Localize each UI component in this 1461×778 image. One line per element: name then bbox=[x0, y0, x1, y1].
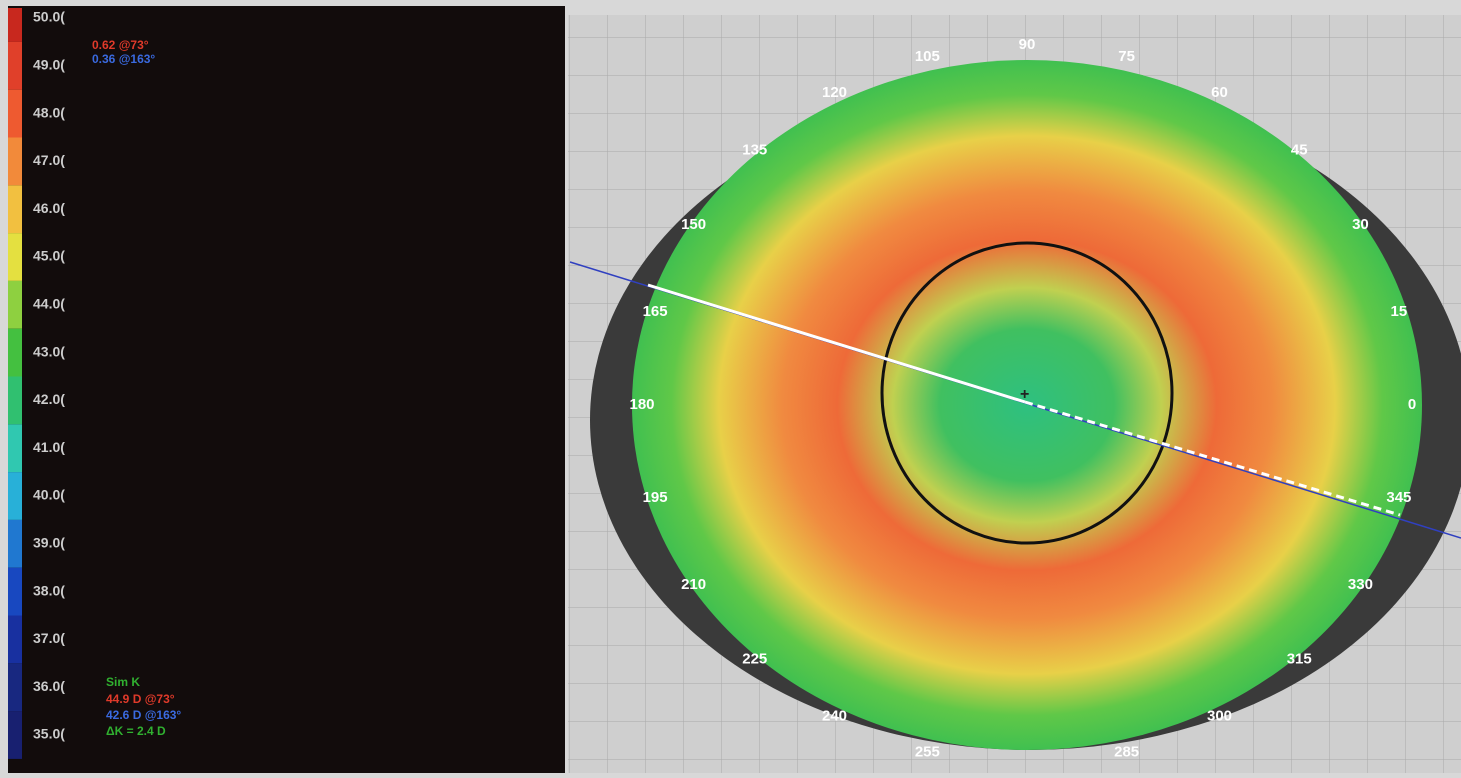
flat-meridian bbox=[647, 283, 1026, 404]
angle-label: 285 bbox=[1114, 744, 1139, 761]
scale-swatch bbox=[8, 472, 22, 520]
scale-label: 46.0( bbox=[33, 200, 65, 216]
scale-swatch bbox=[8, 89, 22, 138]
scale-label: 48.0( bbox=[33, 104, 65, 120]
angle-label: 330 bbox=[1348, 576, 1373, 593]
scale-swatch bbox=[8, 424, 22, 473]
scale-label: 35.0( bbox=[33, 726, 65, 742]
angle-label: 315 bbox=[1287, 651, 1312, 668]
scale-swatch bbox=[8, 615, 22, 664]
angle-label: 60 bbox=[1211, 84, 1228, 101]
simk-steep: 44.9 D @73° bbox=[106, 692, 175, 706]
angle-label: 180 bbox=[629, 396, 654, 413]
angle-label: 210 bbox=[681, 576, 706, 593]
simk-flat: 42.6 D @163° bbox=[106, 708, 181, 722]
scale-label: 39.0( bbox=[33, 535, 65, 551]
astig-flat: 0.36 @163° bbox=[92, 52, 155, 66]
scale-swatch bbox=[8, 8, 22, 42]
center-mark: + bbox=[1020, 386, 1029, 403]
pupil-outline bbox=[880, 241, 1174, 545]
left-panel bbox=[8, 6, 565, 773]
simk-delta: ΔK = 2.4 D bbox=[106, 724, 166, 738]
scale-swatch bbox=[8, 41, 22, 90]
scale-label: 45.0( bbox=[33, 248, 65, 264]
scale-swatch bbox=[8, 233, 22, 281]
scale-label: 41.0( bbox=[33, 439, 65, 455]
scale-label: 44.0( bbox=[33, 296, 65, 312]
simk-title: Sim K bbox=[106, 675, 140, 689]
angle-label: 75 bbox=[1118, 48, 1135, 65]
angle-label: 45 bbox=[1291, 141, 1308, 158]
scale-swatch bbox=[8, 567, 22, 616]
scale-swatch bbox=[8, 185, 22, 234]
angle-labels: 90 105 75 120 60 135 45 150 30 165 15 180 0 195 345 210… bbox=[629, 36, 1416, 761]
angle-label: 165 bbox=[643, 303, 668, 320]
scale-label: 47.0( bbox=[33, 152, 65, 168]
scale-swatch bbox=[8, 328, 22, 377]
scale-swatch bbox=[8, 137, 22, 186]
scale-label: 49.0( bbox=[33, 57, 65, 73]
scale-label: 42.0( bbox=[33, 391, 65, 407]
angle-label: 345 bbox=[1386, 489, 1411, 506]
scale-label: 43.0( bbox=[33, 343, 65, 359]
scale-swatch bbox=[8, 519, 22, 568]
astig-steep: 0.62 @73° bbox=[92, 38, 149, 52]
scale-label: 38.0( bbox=[33, 582, 65, 598]
scale-label: 40.0( bbox=[33, 487, 65, 503]
angle-label: 135 bbox=[742, 141, 767, 158]
angle-label: 255 bbox=[915, 744, 940, 761]
angle-label: 150 bbox=[681, 216, 706, 233]
scale-swatch bbox=[8, 280, 22, 329]
flat-meridian-dashed bbox=[1024, 400, 1401, 517]
scale-label: 37.0( bbox=[33, 630, 65, 646]
angle-label: 225 bbox=[742, 651, 767, 668]
scale-swatch bbox=[8, 376, 22, 425]
angle-label: 30 bbox=[1352, 216, 1369, 233]
angle-label: 0 bbox=[1408, 396, 1416, 413]
scale-label: 36.0( bbox=[33, 678, 65, 694]
angle-label: 300 bbox=[1207, 708, 1232, 725]
scale-swatch bbox=[8, 663, 22, 712]
angle-label: 120 bbox=[822, 84, 847, 101]
angle-label: 15 bbox=[1391, 303, 1408, 320]
topography-map bbox=[632, 60, 1422, 750]
angle-label: 90 bbox=[1019, 36, 1036, 53]
angle-label: 195 bbox=[643, 489, 668, 506]
scale-swatch bbox=[8, 711, 22, 759]
scale-label: 50.0( bbox=[33, 9, 65, 25]
color-scale: 50.0( 49.0( 48.0( 47.0( 46.0( 45.0( 44.0( 43.0(… bbox=[8, 8, 65, 759]
angle-label: 105 bbox=[915, 48, 940, 65]
angle-label: 240 bbox=[822, 708, 847, 725]
